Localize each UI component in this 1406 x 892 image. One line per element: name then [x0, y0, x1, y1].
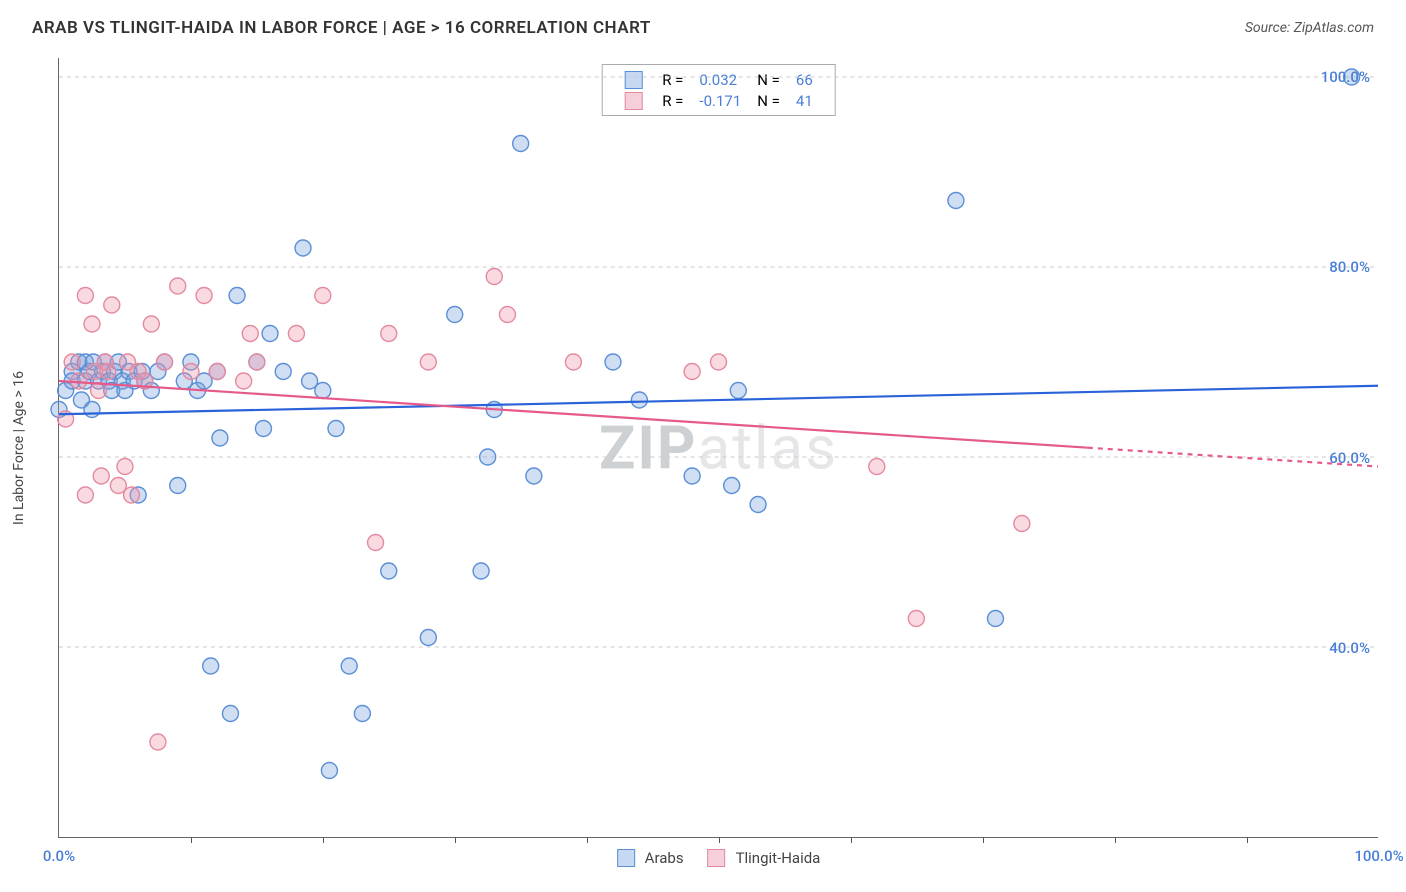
scatter-point	[212, 430, 228, 446]
x-tick-mark	[587, 837, 588, 843]
scatter-point	[203, 658, 219, 674]
swatch-arabs-bottom	[617, 849, 635, 867]
scatter-point	[315, 383, 331, 399]
legend-label-arabs: Arabs	[645, 849, 684, 867]
scatter-point	[750, 497, 766, 513]
legend-label-tlingit: Tlingit-Haida	[736, 849, 821, 867]
chart-title: ARAB VS TLINGIT-HAIDA IN LABOR FORCE | A…	[32, 18, 651, 38]
scatter-point	[908, 611, 924, 627]
scatter-point	[499, 307, 515, 323]
scatter-point	[255, 421, 271, 437]
scatter-point	[117, 459, 133, 475]
scatter-point	[724, 478, 740, 494]
scatter-point	[77, 288, 93, 304]
scatter-point	[368, 535, 384, 551]
x-axis-label: 0.0%	[43, 847, 75, 865]
scatter-point	[170, 278, 186, 294]
x-tick-mark	[455, 837, 456, 843]
x-tick-mark	[1115, 837, 1116, 843]
scatter-point	[605, 354, 621, 370]
scatter-point	[381, 563, 397, 579]
scatter-point	[711, 354, 727, 370]
x-axis-label: 100.0%	[1354, 847, 1403, 865]
scatter-point	[157, 354, 173, 370]
scatter-point	[354, 706, 370, 722]
scatter-point	[183, 364, 199, 380]
x-tick-mark	[323, 837, 324, 843]
scatter-point	[480, 449, 496, 465]
legend-item-arabs: Arabs	[617, 849, 684, 867]
scatter-point	[473, 563, 489, 579]
svg-plot	[59, 58, 1378, 837]
scatter-point	[420, 354, 436, 370]
scatter-point	[341, 658, 357, 674]
scatter-point	[1014, 516, 1030, 532]
scatter-point	[124, 487, 140, 503]
scatter-point	[262, 326, 278, 342]
scatter-point	[321, 763, 337, 779]
scatter-point	[328, 421, 344, 437]
scatter-point	[242, 326, 258, 342]
x-tick-mark	[983, 837, 984, 843]
scatter-point	[229, 288, 245, 304]
scatter-point	[513, 136, 529, 152]
scatter-point	[143, 316, 159, 332]
y-tick-label: 40.0%	[1329, 639, 1370, 657]
swatch-tlingit-bottom	[708, 849, 726, 867]
scatter-point	[209, 364, 225, 380]
scatter-point	[526, 468, 542, 484]
scatter-point	[684, 364, 700, 380]
x-tick-mark	[719, 837, 720, 843]
scatter-point	[170, 478, 186, 494]
scatter-point	[315, 288, 331, 304]
scatter-point	[420, 630, 436, 646]
legend-item-tlingit: Tlingit-Haida	[708, 849, 821, 867]
scatter-point	[104, 297, 120, 313]
scatter-point	[987, 611, 1003, 627]
scatter-point	[730, 383, 746, 399]
y-axis-label: In Labor Force | Age > 16	[11, 371, 27, 525]
scatter-point	[150, 734, 166, 750]
series-legend: Arabs Tlingit-Haida	[617, 849, 821, 867]
scatter-point	[222, 706, 238, 722]
x-tick-mark	[851, 837, 852, 843]
scatter-point	[64, 354, 80, 370]
scatter-point	[631, 392, 647, 408]
x-tick-mark	[191, 837, 192, 843]
y-tick-label: 60.0%	[1329, 449, 1370, 467]
scatter-point	[295, 240, 311, 256]
scatter-point	[381, 326, 397, 342]
scatter-point	[447, 307, 463, 323]
scatter-point	[288, 326, 304, 342]
y-tick-label: 100.0%	[1321, 68, 1370, 86]
scatter-point	[486, 269, 502, 285]
scatter-point	[196, 288, 212, 304]
x-tick-mark	[1247, 837, 1248, 843]
chart-plot-area: In Labor Force | Age > 16 ZIPatlas R = 0…	[58, 58, 1378, 838]
scatter-point	[100, 364, 116, 380]
scatter-point	[948, 193, 964, 209]
y-tick-label: 80.0%	[1329, 258, 1370, 276]
header-row: ARAB VS TLINGIT-HAIDA IN LABOR FORCE | A…	[0, 0, 1406, 46]
scatter-point	[684, 468, 700, 484]
scatter-point	[84, 316, 100, 332]
source-attribution: Source: ZipAtlas.com	[1245, 20, 1374, 36]
scatter-point	[93, 468, 109, 484]
scatter-point	[249, 354, 265, 370]
scatter-point	[275, 364, 291, 380]
scatter-point	[236, 373, 252, 389]
scatter-point	[869, 459, 885, 475]
scatter-point	[77, 487, 93, 503]
scatter-point	[84, 402, 100, 418]
scatter-point	[565, 354, 581, 370]
